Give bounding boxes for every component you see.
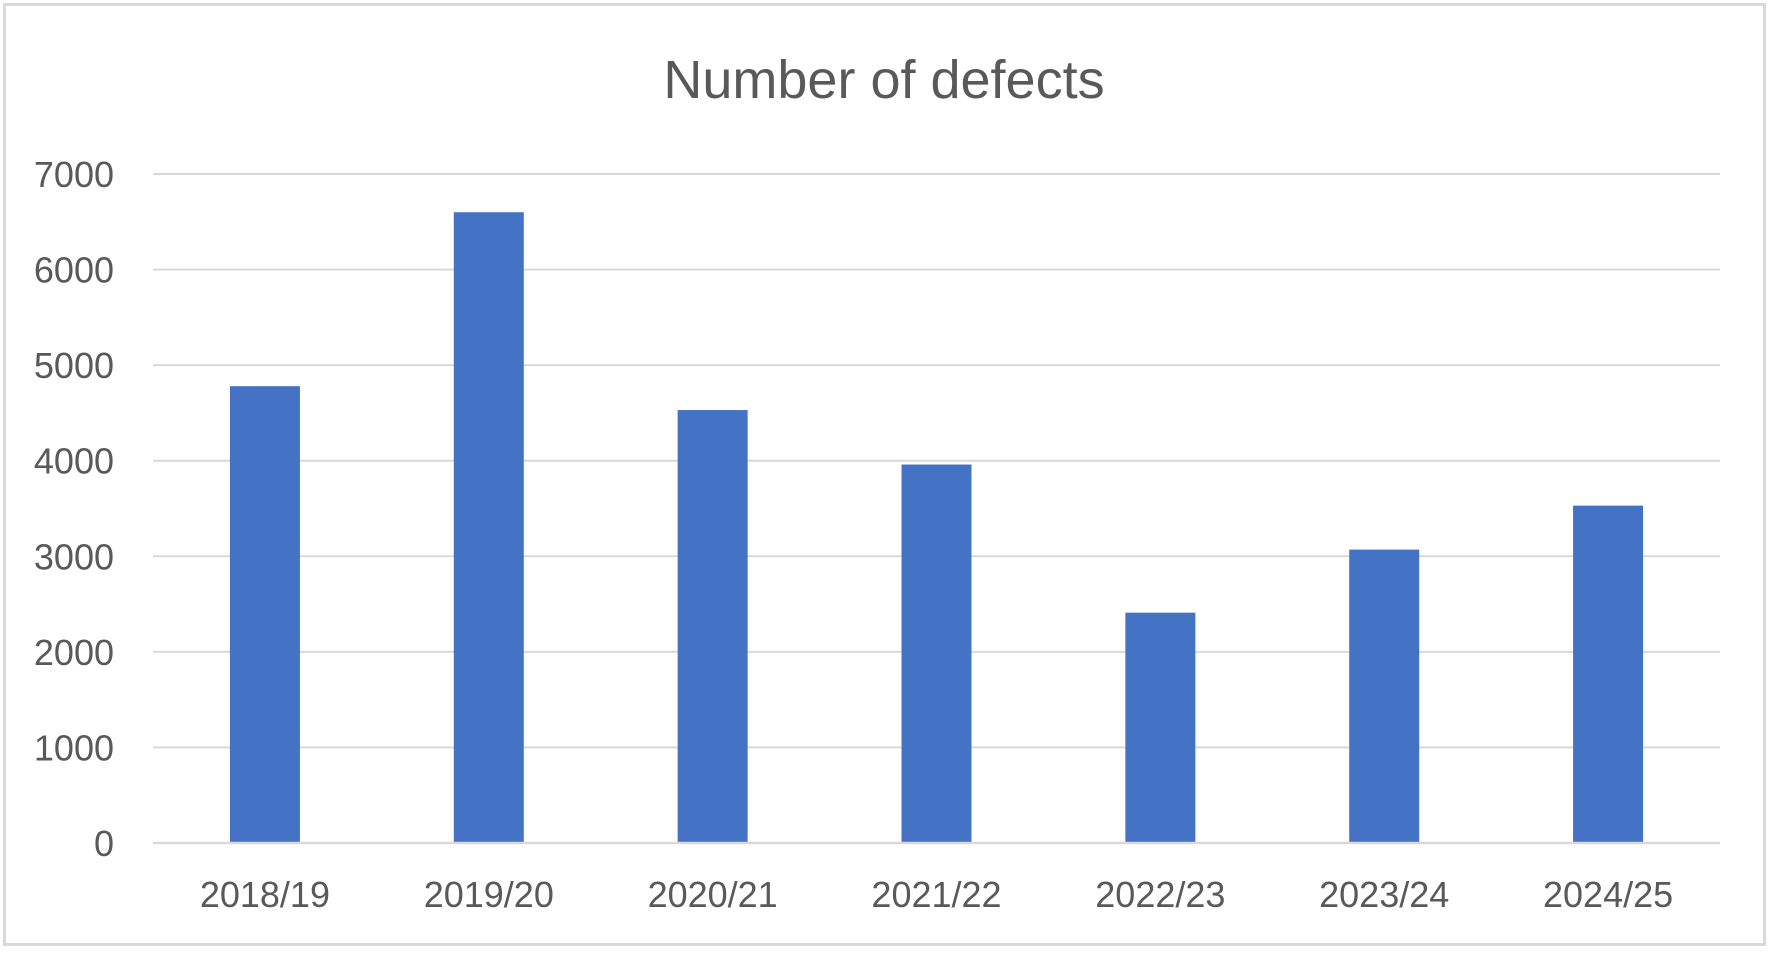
bar-2020-21 xyxy=(677,410,748,843)
gridlines xyxy=(153,173,1720,749)
y-tick-label: 4000 xyxy=(34,441,114,482)
y-tick-label: 6000 xyxy=(34,250,114,291)
y-axis-ticks: 0 1000 2000 3000 4000 5000 6000 7000 xyxy=(34,154,114,864)
y-tick-label: 2000 xyxy=(34,632,114,673)
x-axis-ticks: 2018/19 2019/20 2020/21 2021/22 2022/23 2023/… xyxy=(200,874,1673,915)
x-tick-label: 2022/23 xyxy=(1095,874,1225,915)
bar-2021-22 xyxy=(901,464,972,843)
x-tick-label: 2021/22 xyxy=(871,874,1001,915)
bar-2019-20 xyxy=(453,212,524,843)
y-tick-label: 7000 xyxy=(34,154,114,195)
y-tick-label: 0 xyxy=(94,823,114,864)
y-tick-label: 3000 xyxy=(34,536,114,577)
y-tick-label: 5000 xyxy=(34,345,114,386)
x-tick-label: 2024/25 xyxy=(1543,874,1673,915)
x-tick-label: 2019/20 xyxy=(424,874,554,915)
bar-2018-19 xyxy=(229,386,300,843)
bar-2024-25 xyxy=(1573,505,1644,843)
x-tick-label: 2023/24 xyxy=(1319,874,1449,915)
x-tick-label: 2018/19 xyxy=(200,874,330,915)
bar-2022-23 xyxy=(1125,612,1196,843)
bar-2023-24 xyxy=(1349,549,1420,843)
y-tick-label: 1000 xyxy=(34,727,114,768)
chart-title: Number of defects xyxy=(663,50,1104,110)
bars xyxy=(229,212,1644,843)
x-tick-label: 2020/21 xyxy=(648,874,778,915)
